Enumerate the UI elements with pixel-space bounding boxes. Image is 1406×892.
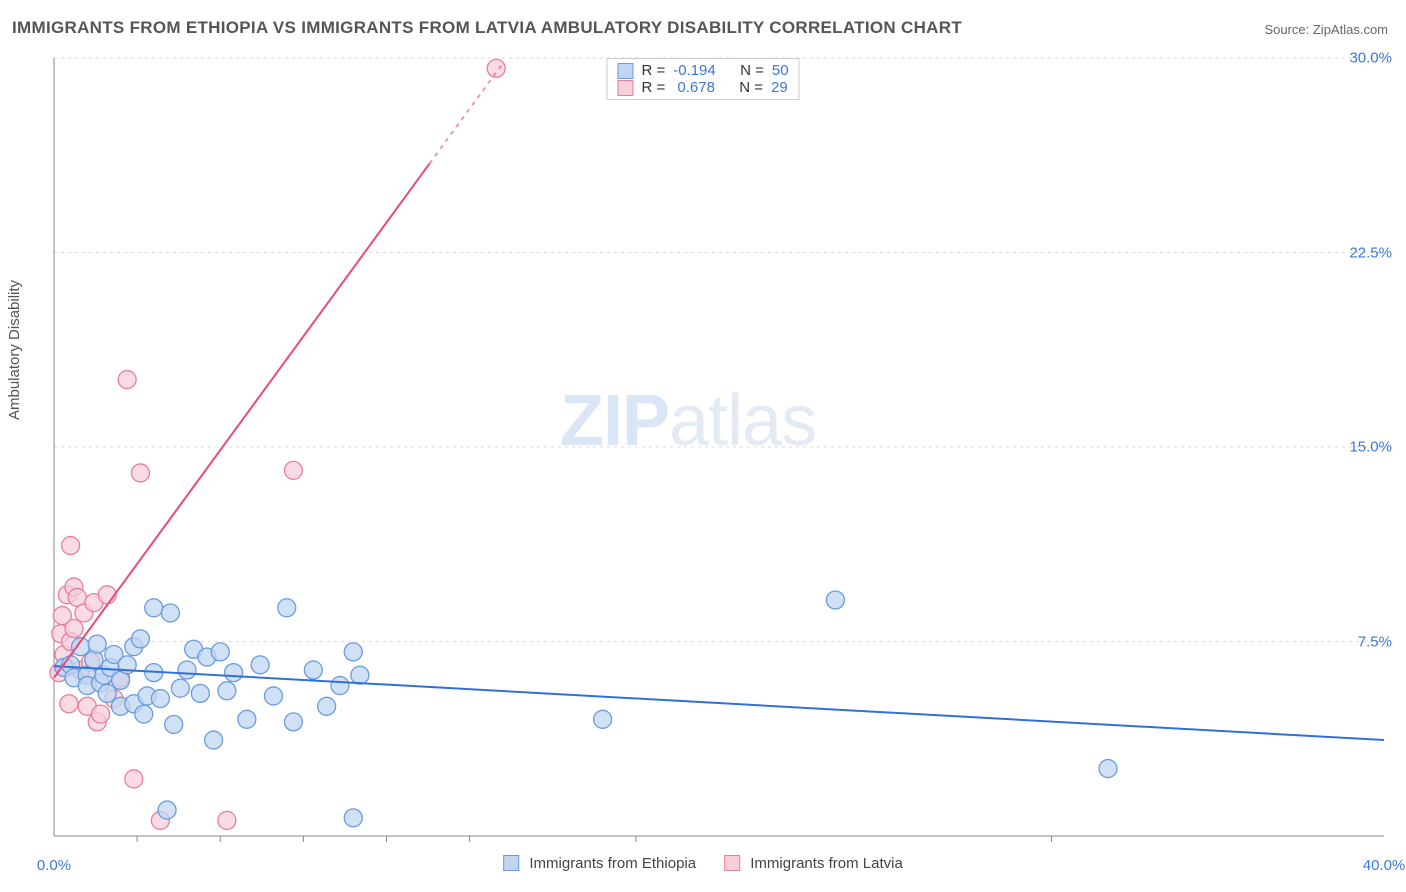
legend-row-ethiopia: R = -0.194 N = 50 bbox=[617, 62, 788, 79]
y-tick-label: 30.0% bbox=[1349, 50, 1392, 67]
legend-label-latvia: Immigrants from Latvia bbox=[750, 855, 903, 872]
y-tick-label: 7.5% bbox=[1358, 633, 1392, 650]
legend-swatch-ethiopia bbox=[617, 63, 633, 79]
legend-row-latvia: R = 0.678 N = 29 bbox=[617, 79, 788, 96]
x-tick-label: 0.0% bbox=[37, 857, 71, 874]
legend-n-label: N = bbox=[740, 62, 764, 79]
legend-label-ethiopia: Immigrants from Ethiopia bbox=[529, 855, 696, 872]
legend-n-value-a: 50 bbox=[772, 62, 789, 79]
y-tick-label: 22.5% bbox=[1349, 244, 1392, 261]
legend-swatch-latvia-icon bbox=[724, 855, 740, 871]
legend-r-value-b: 0.678 bbox=[673, 79, 715, 96]
legend-r-value-a: -0.194 bbox=[673, 62, 716, 79]
legend-swatch-ethiopia-icon bbox=[503, 855, 519, 871]
legend-item-latvia: Immigrants from Latvia bbox=[724, 855, 903, 872]
series-legend: Immigrants from Ethiopia Immigrants from… bbox=[503, 855, 903, 872]
legend-item-ethiopia: Immigrants from Ethiopia bbox=[503, 855, 696, 872]
legend-swatch-latvia bbox=[617, 80, 633, 96]
chart-container: IMMIGRANTS FROM ETHIOPIA VS IMMIGRANTS F… bbox=[0, 0, 1406, 892]
correlation-legend: R = -0.194 N = 50 R = 0.678 N = 29 bbox=[606, 58, 799, 100]
legend-n-label: N = bbox=[739, 79, 763, 96]
legend-r-label: R = bbox=[641, 79, 665, 96]
legend-r-label: R = bbox=[641, 62, 665, 79]
scatter-plot bbox=[0, 0, 1406, 892]
legend-n-value-b: 29 bbox=[771, 79, 788, 96]
y-tick-label: 15.0% bbox=[1349, 439, 1392, 456]
x-tick-label: 40.0% bbox=[1363, 857, 1406, 874]
